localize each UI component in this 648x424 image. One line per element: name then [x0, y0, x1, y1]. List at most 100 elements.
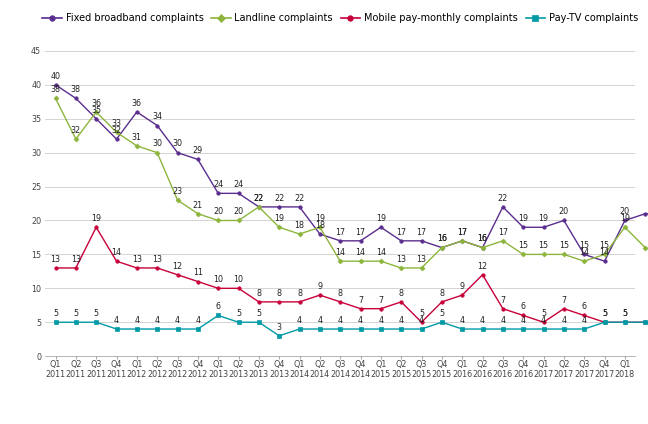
Fixed broadband complaints: [295, 204, 303, 209]
Text: 13: 13: [417, 255, 426, 264]
Mobile pay-monthly complaints: [52, 265, 60, 271]
Text: 5: 5: [622, 309, 627, 318]
Text: 21: 21: [193, 201, 203, 209]
Mobile pay-monthly complaints: [377, 306, 385, 311]
Fixed broadband complaints: [316, 232, 324, 237]
Landline complaints: [479, 245, 487, 250]
Landline complaints: [92, 109, 100, 114]
Mobile pay-monthly complaints: [255, 299, 262, 304]
Mobile pay-monthly complaints: [316, 293, 324, 298]
Pay-TV complaints: [235, 320, 242, 325]
Text: 4: 4: [561, 316, 566, 325]
Text: 16: 16: [0, 423, 1, 424]
Mobile pay-monthly complaints: [113, 259, 121, 264]
Fixed broadband complaints: [214, 191, 222, 196]
Fixed broadband complaints: [438, 245, 446, 250]
Text: 29: 29: [192, 146, 203, 155]
Text: 16: 16: [0, 423, 1, 424]
Pay-TV complaints: [479, 326, 487, 332]
Pay-TV complaints: [377, 326, 385, 332]
Mobile pay-monthly complaints: [214, 286, 222, 291]
Text: 22: 22: [254, 194, 264, 203]
Text: 15: 15: [518, 241, 528, 250]
Legend: Fixed broadband complaints, Landline complaints, Mobile pay-monthly complaints, : Fixed broadband complaints, Landline com…: [42, 13, 638, 23]
Text: 8: 8: [439, 289, 445, 298]
Mobile pay-monthly complaints: [295, 299, 303, 304]
Mobile pay-monthly complaints: [499, 306, 507, 311]
Mobile pay-monthly complaints: [479, 272, 487, 277]
Mobile pay-monthly complaints: [621, 320, 629, 325]
Mobile pay-monthly complaints: [133, 265, 141, 271]
Text: 4: 4: [297, 316, 302, 325]
Mobile pay-monthly complaints: [560, 306, 568, 311]
Text: 22: 22: [254, 194, 264, 203]
Text: 4: 4: [338, 316, 343, 325]
Line: Mobile pay-monthly complaints: Mobile pay-monthly complaints: [54, 226, 648, 324]
Landline complaints: [377, 259, 385, 264]
Text: 7: 7: [378, 296, 384, 304]
Pay-TV complaints: [336, 326, 344, 332]
Text: 4: 4: [399, 316, 404, 325]
Text: 6: 6: [521, 302, 526, 311]
Fixed broadband complaints: [397, 238, 405, 243]
Fixed broadband complaints: [113, 137, 121, 142]
Pay-TV complaints: [316, 326, 324, 332]
Text: 4: 4: [358, 316, 363, 325]
Text: 5: 5: [602, 309, 607, 318]
Landline complaints: [52, 96, 60, 101]
Text: 20: 20: [233, 207, 244, 216]
Text: 6: 6: [582, 302, 586, 311]
Landline complaints: [540, 252, 548, 257]
Fixed broadband complaints: [621, 218, 629, 223]
Text: 14: 14: [111, 248, 122, 257]
Pay-TV complaints: [92, 320, 100, 325]
Text: 34: 34: [152, 112, 162, 121]
Fixed broadband complaints: [458, 238, 466, 243]
Fixed broadband complaints: [235, 191, 242, 196]
Fixed broadband complaints: [642, 211, 648, 216]
Text: 4: 4: [378, 316, 384, 325]
Mobile pay-monthly complaints: [601, 320, 608, 325]
Text: 5: 5: [622, 309, 627, 318]
Mobile pay-monthly complaints: [397, 299, 405, 304]
Text: 35: 35: [91, 106, 101, 114]
Landline complaints: [499, 238, 507, 243]
Text: 16: 16: [437, 234, 447, 243]
Text: 20: 20: [619, 207, 630, 216]
Mobile pay-monthly complaints: [154, 265, 161, 271]
Text: 5: 5: [0, 423, 1, 424]
Fixed broadband complaints: [601, 259, 608, 264]
Landline complaints: [154, 150, 161, 155]
Text: 4: 4: [134, 316, 139, 325]
Pay-TV complaints: [581, 326, 588, 332]
Text: 19: 19: [518, 214, 528, 223]
Text: 15: 15: [579, 241, 589, 250]
Fixed broadband complaints: [72, 96, 80, 101]
Text: 8: 8: [399, 289, 404, 298]
Pay-TV complaints: [621, 320, 629, 325]
Text: 21: 21: [0, 423, 1, 424]
Text: 19: 19: [376, 214, 386, 223]
Pay-TV complaints: [519, 326, 527, 332]
Text: 13: 13: [0, 423, 1, 424]
Mobile pay-monthly complaints: [92, 225, 100, 230]
Pay-TV complaints: [560, 326, 568, 332]
Text: 17: 17: [356, 228, 365, 237]
Landline complaints: [356, 259, 364, 264]
Mobile pay-monthly complaints: [275, 299, 283, 304]
Text: 12: 12: [0, 423, 1, 424]
Fixed broadband complaints: [581, 252, 588, 257]
Text: 4: 4: [318, 316, 322, 325]
Text: 17: 17: [335, 228, 345, 237]
Pay-TV complaints: [418, 326, 426, 332]
Text: 14: 14: [376, 248, 386, 257]
Pay-TV complaints: [438, 320, 446, 325]
Text: 24: 24: [233, 180, 244, 189]
Text: 4: 4: [114, 316, 119, 325]
Pay-TV complaints: [214, 313, 222, 318]
Mobile pay-monthly complaints: [235, 286, 242, 291]
Text: 5: 5: [236, 309, 241, 318]
Text: 22: 22: [274, 194, 284, 203]
Pay-TV complaints: [601, 320, 608, 325]
Fixed broadband complaints: [377, 225, 385, 230]
